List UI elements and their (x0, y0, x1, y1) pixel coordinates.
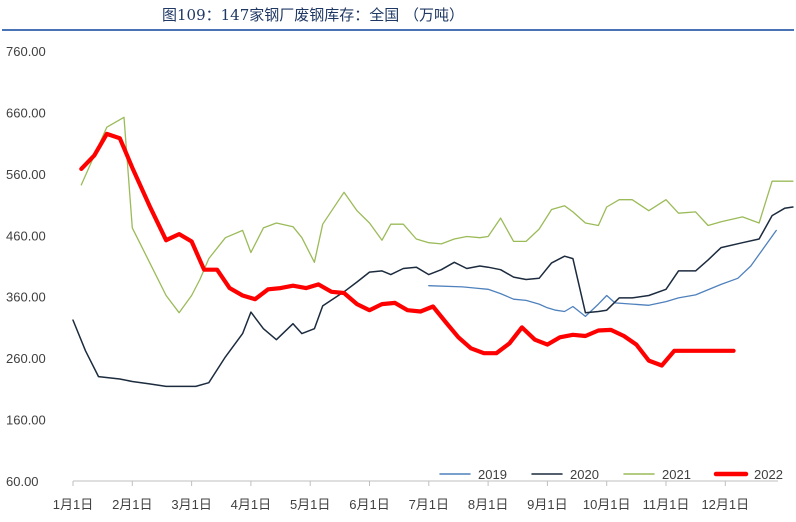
legend-label-2021: 2021 (662, 467, 691, 482)
x-axis: 1月1日 2月1日 3月1日 4月1日 5月1日 6月1日 7月1日 8月1日 9月1日 10月1… (53, 480, 778, 512)
x-tick-label: 12月1日 (701, 497, 749, 512)
legend-label-2020: 2020 (570, 467, 599, 482)
title-underline (2, 29, 794, 31)
legend-label-2022: 2022 (754, 467, 783, 482)
x-tick-label: 2月1日 (112, 497, 152, 512)
y-tick-label: 260.00 (6, 351, 46, 366)
legend-label-2019: 2019 (478, 467, 507, 482)
x-tick-label: 1月1日 (53, 497, 93, 512)
x-tick-label: 5月1日 (290, 497, 330, 512)
y-tick-label: 160.00 (6, 413, 46, 428)
chart-title: 图109：147家钢厂废钢库存：全国 （万吨） (162, 6, 465, 24)
series-line-2019 (428, 229, 777, 318)
x-tick-label: 7月1日 (409, 497, 449, 512)
x-tick-label: 9月1日 (527, 497, 567, 512)
y-tick-label: 560.00 (6, 167, 46, 182)
y-tick-label: 60.00 (6, 474, 39, 489)
x-tick-label: 10月1日 (583, 497, 631, 512)
x-tick-label: 4月1日 (231, 497, 271, 512)
series-line-2022 (79, 131, 736, 368)
series-layer (72, 116, 794, 388)
series-line-2021 (80, 116, 794, 314)
x-tick-label: 8月1日 (468, 497, 508, 512)
y-tick-label: 360.00 (6, 290, 46, 305)
y-tick-label: 760.00 (6, 44, 46, 59)
x-tick-label: 3月1日 (171, 497, 211, 512)
title-bar: 图109：147家钢厂废钢库存：全国 （万吨） (0, 0, 796, 32)
series-line-2020 (72, 206, 794, 388)
y-tick-label: 460.00 (6, 228, 46, 243)
y-axis: 60.00 160.00 260.00 360.00 460.00 560.00 660.0… (6, 44, 46, 489)
y-tick-label: 660.00 (6, 105, 46, 120)
legend: 2019 2020 2021 2022 (439, 467, 783, 482)
x-tick-label: 11月1日 (643, 497, 690, 512)
x-tick-label: 6月1日 (349, 497, 389, 512)
